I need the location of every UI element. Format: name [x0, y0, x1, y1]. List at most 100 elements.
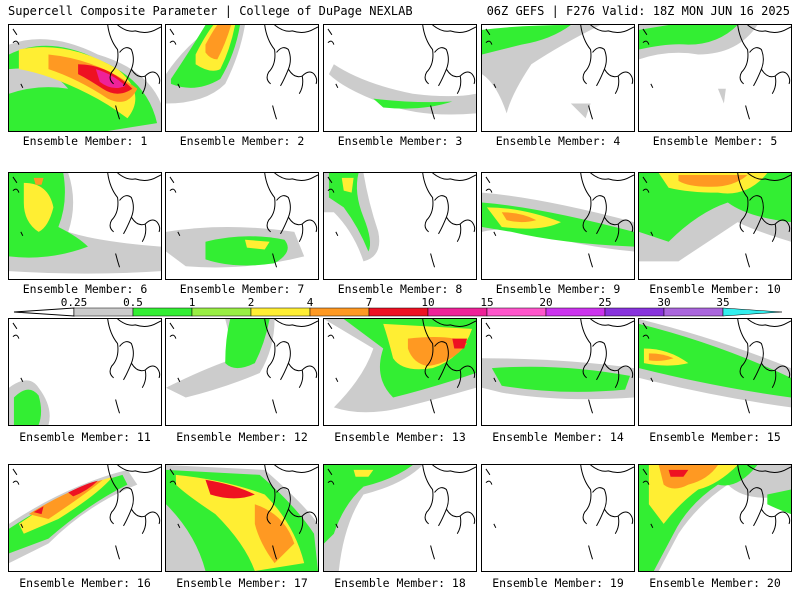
- scp-contour-yellow: [18, 47, 136, 119]
- colorbar-segment-lavender: [663, 307, 724, 317]
- scp-contour-green: [639, 25, 738, 50]
- ensemble-member-label-2: Ensemble Member: 2: [179, 134, 305, 148]
- ensemble-member-label-19: Ensemble Member: 19: [492, 576, 624, 590]
- colorbar-segment-magenta: [427, 307, 488, 317]
- great-lakes-outline: [12, 465, 161, 560]
- scp-contour-orange: [407, 336, 468, 367]
- scp-contour-red: [33, 480, 98, 515]
- great-lakes-outline: [642, 319, 791, 414]
- colorbar-tick-label: 2: [248, 296, 255, 309]
- colorbar-segment-lightgreen: [191, 307, 252, 317]
- ensemble-map-panel-5[interactable]: [638, 24, 792, 132]
- ensemble-member-label-14: Ensemble Member: 14: [492, 430, 624, 444]
- ensemble-map-panel-6[interactable]: [8, 172, 162, 280]
- colorbar-tick-label: 35: [716, 296, 729, 309]
- ensemble-member-label-12: Ensemble Member: 12: [176, 430, 308, 444]
- colorbar-tick-label: 0.5: [123, 296, 143, 309]
- scp-contour-green: [373, 98, 453, 109]
- colorbar-tick-label: 20: [539, 296, 552, 309]
- scp-contour-green: [482, 25, 571, 55]
- great-lakes-outline: [169, 25, 318, 120]
- great-lakes-outline: [12, 25, 161, 120]
- great-lakes-outline: [169, 319, 318, 414]
- great-lakes-outline: [642, 25, 791, 120]
- ensemble-member-label-8: Ensemble Member: 8: [337, 282, 463, 296]
- ensemble-map-panel-2[interactable]: [165, 24, 319, 132]
- ensemble-map-panel-18[interactable]: [323, 464, 477, 572]
- ensemble-map-panel-4[interactable]: [481, 24, 635, 132]
- colorbar-segment-red: [368, 307, 429, 317]
- scp-contour-green: [13, 389, 42, 425]
- ensemble-map-panel-9[interactable]: [481, 172, 635, 280]
- great-lakes-outline: [12, 173, 161, 268]
- scp-contour-red: [668, 469, 689, 477]
- scp-contour-green: [225, 319, 270, 369]
- colorbar-segment-cyan: [722, 307, 783, 317]
- scp-contour-yellow: [341, 177, 354, 193]
- scp-contour-orange: [254, 504, 295, 564]
- ensemble-map-panel-7[interactable]: [165, 172, 319, 280]
- scp-contour-orange: [678, 174, 748, 187]
- ensemble-map-panel-11[interactable]: [8, 318, 162, 426]
- ensemble-member-label-10: Ensemble Member: 10: [649, 282, 781, 296]
- scp-contour-red: [205, 479, 255, 499]
- ensemble-map-panel-13[interactable]: [323, 318, 477, 426]
- ensemble-map-panel-1[interactable]: [8, 24, 162, 132]
- scp-contour-gray: [328, 64, 476, 115]
- ensemble-map-panel-10[interactable]: [638, 172, 792, 280]
- scp-contour-green: [324, 465, 413, 544]
- scp-contour-green: [639, 173, 791, 242]
- colorbar-segment-pink: [486, 307, 547, 317]
- great-lakes-outline: [642, 173, 791, 268]
- scp-contour-orange: [33, 177, 44, 185]
- colorbar-tick-label: 4: [307, 296, 314, 309]
- ensemble-map-panel-17[interactable]: [165, 464, 319, 572]
- colorbar-tick-label: 15: [480, 296, 493, 309]
- great-lakes-outline: [485, 465, 634, 560]
- ensemble-member-label-4: Ensemble Member: 4: [495, 134, 621, 148]
- ensemble-member-label-13: Ensemble Member: 13: [334, 430, 466, 444]
- ensemble-map-panel-16[interactable]: [8, 464, 162, 572]
- colorbar-segment-yellow: [250, 307, 311, 317]
- ensemble-member-label-7: Ensemble Member: 7: [179, 282, 305, 296]
- ensemble-map-panel-8[interactable]: [323, 172, 477, 280]
- scp-contour-green: [328, 173, 371, 252]
- ensemble-map-panel-15[interactable]: [638, 318, 792, 426]
- scp-contour-orange: [205, 25, 232, 60]
- scp-contour-gray: [717, 88, 726, 104]
- ensemble-map-panel-14[interactable]: [481, 318, 635, 426]
- great-lakes-outline: [485, 173, 634, 268]
- ensemble-member-label-3: Ensemble Member: 3: [337, 134, 463, 148]
- ensemble-map-panel-19[interactable]: [481, 464, 635, 572]
- scp-contour-green: [639, 323, 791, 398]
- ensemble-member-label-20: Ensemble Member: 20: [649, 576, 781, 590]
- great-lakes-outline: [485, 25, 634, 120]
- colorbar-segment-gray: [73, 307, 134, 317]
- great-lakes-outline: [12, 319, 161, 414]
- ensemble-map-panel-3[interactable]: [323, 24, 477, 132]
- colorbar-segment-purple: [604, 307, 665, 317]
- scp-contour-green: [767, 489, 791, 515]
- ensemble-member-label-18: Ensemble Member: 18: [334, 576, 466, 590]
- colorbar-tick-label: 10: [421, 296, 434, 309]
- ensemble-member-label-5: Ensemble Member: 5: [652, 134, 778, 148]
- colorbar-tick-label: 7: [366, 296, 373, 309]
- colorbar-left-arrow: [13, 307, 75, 317]
- scp-contour-yellow: [244, 239, 270, 250]
- great-lakes-outline: [327, 465, 476, 560]
- scp-contour-gray: [570, 103, 591, 119]
- ensemble-member-label-1: Ensemble Member: 1: [22, 134, 148, 148]
- scp-contour-yellow: [23, 182, 54, 232]
- scp-contour-green: [9, 474, 128, 554]
- colorbar-segment-orange: [309, 307, 370, 317]
- scp-contour-yellow: [353, 469, 374, 477]
- ensemble-map-panel-20[interactable]: [638, 464, 792, 572]
- great-lakes-outline: [327, 173, 476, 268]
- ensemble-member-label-11: Ensemble Member: 11: [19, 430, 151, 444]
- ensemble-member-label-6: Ensemble Member: 6: [22, 282, 148, 296]
- scp-contour-red: [452, 338, 468, 349]
- ensemble-map-panel-12[interactable]: [165, 318, 319, 426]
- ensemble-member-label-15: Ensemble Member: 15: [649, 430, 781, 444]
- great-lakes-outline: [327, 25, 476, 120]
- model-run-valid-time: 06Z GEFS | F276 Valid: 18Z MON JUN 16 20…: [486, 4, 790, 18]
